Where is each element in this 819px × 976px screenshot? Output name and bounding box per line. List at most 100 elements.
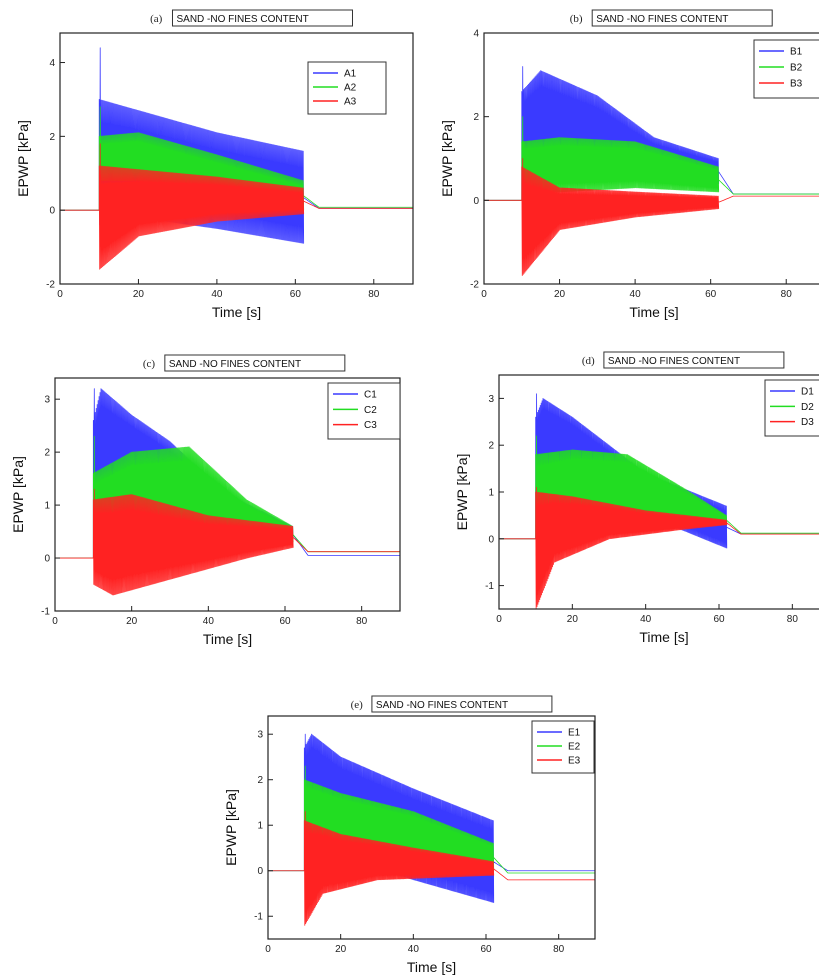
plot-frame xyxy=(59,32,414,285)
legend-label-b2: B2 xyxy=(790,63,803,74)
series-line-c3 xyxy=(55,488,400,596)
y-tick-label: 0 xyxy=(473,196,479,207)
legend-box xyxy=(531,720,595,774)
y-axis-title: EPWP [kPa] xyxy=(223,789,239,866)
panel-label: (a) xyxy=(150,13,163,25)
series-line-e2 xyxy=(268,765,595,874)
y-tick-label: 4 xyxy=(49,58,55,69)
plot-frame xyxy=(54,377,401,612)
y-tick-label: 0 xyxy=(257,866,263,877)
y-tick-label: 3 xyxy=(44,395,50,406)
x-tick-label: 40 xyxy=(211,289,223,300)
x-tick-label: 80 xyxy=(368,289,380,300)
x-tick-label: 0 xyxy=(481,289,487,300)
y-tick-label: 1 xyxy=(44,501,50,512)
y-tick-label: -1 xyxy=(41,607,50,618)
legend-label-c1: C1 xyxy=(364,390,377,401)
y-tick-label: -2 xyxy=(46,280,55,291)
legend-box xyxy=(307,61,387,115)
x-axis-title: Time [s] xyxy=(639,629,688,645)
x-tick-label: 40 xyxy=(640,614,652,625)
legend-label-e3: E3 xyxy=(568,756,581,767)
plot-series-group xyxy=(484,66,819,277)
x-tick-label: 60 xyxy=(480,944,492,955)
x-axis-title: Time [s] xyxy=(212,304,261,320)
panel-title-box xyxy=(591,9,773,27)
y-tick-label: -1 xyxy=(254,912,263,923)
series-line-b2 xyxy=(484,116,819,201)
y-tick-label: 0 xyxy=(488,534,494,545)
y-tick-label: 3 xyxy=(257,730,263,741)
legend-box xyxy=(764,379,819,437)
series-line-b3 xyxy=(484,158,819,277)
y-tick-label: 0 xyxy=(44,554,50,565)
x-tick-label: 0 xyxy=(496,614,502,625)
x-tick-label: 40 xyxy=(203,616,215,627)
y-axis-title: EPWP [kPa] xyxy=(10,456,26,533)
panel-title: SAND -NO FINES CONTENT xyxy=(169,359,301,370)
x-tick-label: 80 xyxy=(553,944,565,955)
panel-label: (b) xyxy=(570,13,583,25)
x-tick-label: 60 xyxy=(290,289,302,300)
plot-frame xyxy=(267,715,596,940)
legend-label-d1: D1 xyxy=(801,387,814,398)
panel-title: SAND -NO FINES CONTENT xyxy=(176,14,308,25)
x-axis-title: Time [s] xyxy=(407,959,456,975)
legend: B1 B2 B3 xyxy=(753,39,819,99)
legend: A1 A2 A3 xyxy=(307,61,387,115)
x-tick-label: 20 xyxy=(567,614,579,625)
legend-label-c2: C2 xyxy=(364,405,377,416)
panel-title-box xyxy=(164,354,346,372)
chart-panel: (d) SAND -NO FINES CONTENT 0 20 40 60 80 -1 0 1 2 3… xyxy=(454,351,819,645)
y-axis-title: EPWP [kPa] xyxy=(454,454,470,531)
x-tick-label: 0 xyxy=(265,944,271,955)
y-tick-label: 3 xyxy=(488,394,494,405)
x-tick-label: 60 xyxy=(279,616,291,627)
y-tick-label: 0 xyxy=(49,206,55,217)
x-tick-label: 20 xyxy=(133,289,145,300)
legend: C1 C2 C3 xyxy=(327,382,401,440)
panel-label: (d) xyxy=(582,355,595,367)
y-tick-label: -1 xyxy=(485,581,494,592)
y-tick-label: 2 xyxy=(44,448,50,459)
y-tick-label: 2 xyxy=(473,112,479,123)
y-axis-title: EPWP [kPa] xyxy=(15,120,31,197)
legend-label-c3: C3 xyxy=(364,420,377,431)
series-line-d3 xyxy=(499,486,819,609)
x-tick-label: 40 xyxy=(630,289,642,300)
legend-label-a2: A2 xyxy=(344,83,357,94)
x-tick-label: 80 xyxy=(787,614,799,625)
x-tick-label: 40 xyxy=(408,944,420,955)
plot-series-group xyxy=(60,47,413,270)
x-tick-label: 80 xyxy=(781,289,793,300)
x-tick-label: 0 xyxy=(52,616,58,627)
legend: D1 D2 D3 xyxy=(764,379,819,437)
x-axis-title: Time [s] xyxy=(203,631,252,647)
y-tick-label: 4 xyxy=(473,29,479,40)
legend-label-a3: A3 xyxy=(344,97,357,108)
panel-title: SAND -NO FINES CONTENT xyxy=(608,356,740,367)
y-tick-label: 2 xyxy=(49,132,55,143)
legend-label-d3: D3 xyxy=(801,417,814,428)
y-tick-label: -2 xyxy=(470,280,479,291)
x-tick-label: 60 xyxy=(713,614,725,625)
y-tick-label: 2 xyxy=(257,775,263,786)
legend-label-d2: D2 xyxy=(801,402,814,413)
x-tick-label: 80 xyxy=(356,616,368,627)
y-tick-label: 2 xyxy=(488,441,494,452)
legend-box xyxy=(753,39,819,99)
x-axis-title: Time [s] xyxy=(629,304,678,320)
x-tick-label: 0 xyxy=(57,289,63,300)
y-tick-label: 1 xyxy=(488,488,494,499)
x-tick-label: 20 xyxy=(335,944,347,955)
panel-label: (e) xyxy=(351,699,364,711)
panel-title: SAND -NO FINES CONTENT xyxy=(596,14,728,25)
x-tick-label: 20 xyxy=(554,289,566,300)
panel-title: SAND -NO FINES CONTENT xyxy=(376,700,508,711)
plot-frame xyxy=(483,32,819,285)
legend-box xyxy=(327,382,401,440)
